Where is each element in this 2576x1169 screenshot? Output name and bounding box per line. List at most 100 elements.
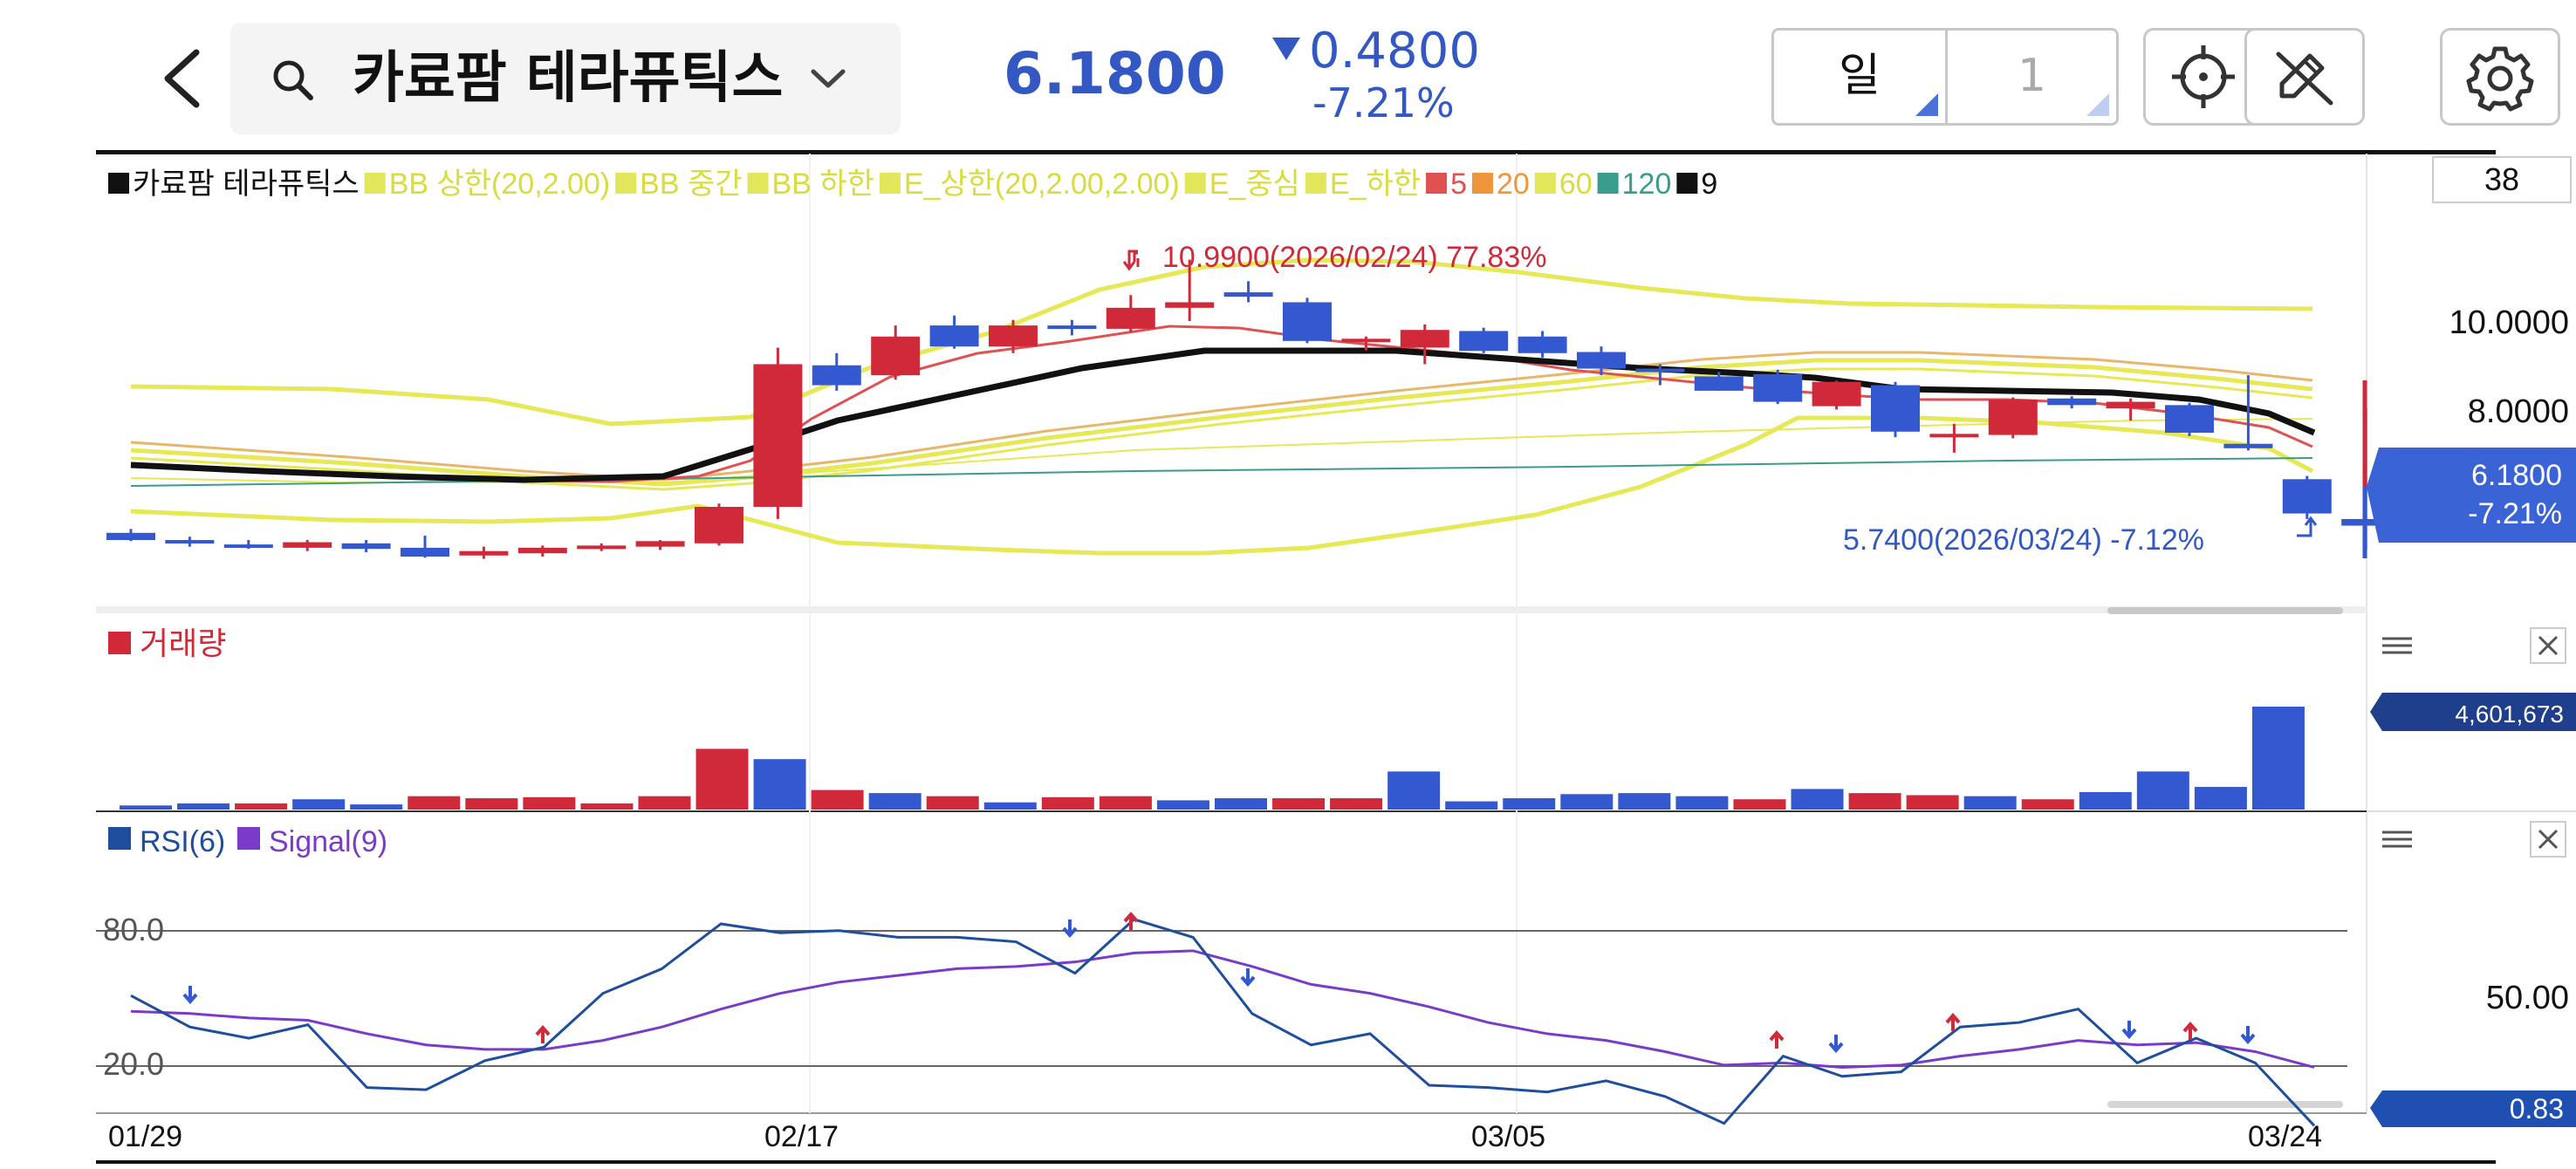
ma9-line <box>130 347 2316 483</box>
volume-bar <box>753 759 806 810</box>
volume-legend-swatch <box>108 632 131 654</box>
volume-bar <box>1848 793 1901 810</box>
rsi-close-icon[interactable] <box>2530 821 2566 858</box>
rsi-line <box>130 918 2316 1127</box>
dropdown-corner-icon <box>1915 93 1938 116</box>
volume-bar <box>1560 794 1613 810</box>
pencil-off-icon <box>2276 51 2333 106</box>
candle-body <box>635 541 685 547</box>
candle-body <box>1812 381 1861 407</box>
candle-body <box>1106 307 1155 329</box>
legend-swatch-6 <box>1305 173 1326 194</box>
price-scrollbar[interactable] <box>2107 607 2343 614</box>
legend-swatch-1 <box>364 173 386 194</box>
volume-bar <box>1675 796 1729 810</box>
down-triangle-icon <box>1272 37 1300 60</box>
volume-bar <box>177 803 230 810</box>
rsi-level-80-label: 80.0 <box>103 912 164 947</box>
candle-body <box>2165 405 2214 434</box>
candle-body <box>1223 292 1273 297</box>
crosshair-button[interactable] <box>2143 28 2264 126</box>
candle-body <box>695 506 743 543</box>
rsi-buy-arrow-1 <box>182 986 198 1005</box>
legend-label-1: BB 상한(20,2.00) <box>389 167 610 201</box>
volume-bar <box>1330 798 1383 810</box>
volume-bar <box>1906 795 1959 810</box>
volume-bar <box>868 793 921 810</box>
high-marker-icon <box>1133 251 1140 267</box>
low-marker-arrow <box>2297 520 2312 537</box>
chart-area[interactable]: 카료팜 테라퓨틱스 BB 상한(20,2.00) BB 중간 BB 하한 E_상한(20… <box>0 154 2576 1166</box>
signal-line <box>130 949 2315 1069</box>
candle-body <box>341 543 391 550</box>
x-label-0217: 02/17 <box>764 1120 839 1153</box>
volume-bar <box>1387 771 1441 810</box>
rsi-buy-arrow-3 <box>1240 968 1256 988</box>
legend-label-0: 카료팜 테라퓨틱스 <box>133 167 360 201</box>
price-legend: 카료팜 테라퓨틱스 BB 상한(20,2.00) BB 중간 BB 하한 E_상한(20… <box>108 167 1717 201</box>
stock-name: 카료팜 테라퓨틱스 <box>353 46 784 111</box>
candle-body <box>2282 479 2332 514</box>
axis-tick-8: 8.0000 <box>2468 393 2569 430</box>
candle-body <box>1341 338 1391 343</box>
candle-body <box>1871 385 1920 432</box>
candle-body <box>1988 400 2038 435</box>
candle-body <box>401 547 449 557</box>
volume-bar <box>2021 799 2074 810</box>
legend-label-10: 120 <box>1622 167 1672 201</box>
settings-button[interactable] <box>2440 28 2560 126</box>
low-annotation-text: 5.7400(2026/03/24) -7.12% <box>1843 523 2204 557</box>
period-unit-dropdown[interactable]: 일 <box>1774 31 1948 123</box>
volume-bar <box>2251 707 2305 810</box>
rsi-tag-value: 0.83 <box>2510 1093 2564 1125</box>
candle-body <box>1635 368 1685 373</box>
bollinger-envelope-lines <box>130 257 2316 556</box>
period-unit-label: 일 <box>1839 50 1881 102</box>
legend-swatch-8 <box>1471 173 1493 194</box>
legend-label-9: 60 <box>1559 167 1593 201</box>
legend-swatch-5 <box>1184 173 1206 194</box>
candle-body <box>2106 401 2155 409</box>
low-annotation: 5.7400(2026/03/24) -7.12% <box>1843 516 2318 557</box>
rsi-sell-arrow-4 <box>1945 1012 1961 1031</box>
x-label-0305: 03/05 <box>1471 1120 1545 1153</box>
legend-label-4: E_상한(20,2.00,2.00) <box>904 167 1180 201</box>
rsi-buy-arrow-6 <box>2240 1026 2256 1045</box>
signal-legend-swatch <box>237 827 260 850</box>
rsi-sell-arrow-2 <box>1123 911 1139 930</box>
volume-bar <box>1041 796 1094 810</box>
volume-bar <box>1618 793 1671 810</box>
stock-chart[interactable]: 카료팜 테라퓨틱스 BB 상한(20,2.00) BB 중간 BB 하한 E_상한(20… <box>0 154 2576 1166</box>
volume-close-icon[interactable] <box>2530 627 2566 664</box>
volume-bar <box>638 796 691 810</box>
legend-swatch-7 <box>1426 173 1448 194</box>
x-label-0129: 01/29 <box>108 1120 182 1153</box>
drawing-off-button[interactable] <box>2244 28 2365 126</box>
back-icon[interactable] <box>148 35 218 122</box>
volume-bar <box>1791 789 1844 810</box>
legend-label-3: BB 하한 <box>772 167 874 201</box>
rsi-legend-label: RSI(6) <box>140 825 225 858</box>
candle-body <box>1694 376 1744 391</box>
volume-tag: 4,601,673 <box>2370 693 2576 731</box>
volume-bar <box>1156 800 1209 810</box>
candle-body <box>577 545 627 550</box>
rsi-level-20-label: 20.0 <box>103 1046 164 1082</box>
x-label-0324: 03/24 <box>2248 1120 2322 1153</box>
rsi-scrollbar[interactable] <box>2107 1101 2343 1108</box>
high-marker-arrowhead <box>1122 261 1136 271</box>
candle-body <box>1165 302 1215 308</box>
volume-bar <box>1503 798 1556 810</box>
chevron-down-icon[interactable] <box>806 58 850 101</box>
volume-menu-icon[interactable] <box>2382 637 2412 654</box>
candle-body <box>2223 443 2273 448</box>
period-value-dropdown[interactable]: 1 <box>1948 31 2116 123</box>
legend-swatch-2 <box>615 173 637 194</box>
candle-body <box>1753 373 1803 402</box>
legend-label-11: 9 <box>1701 167 1717 201</box>
candle-body <box>1400 330 1449 348</box>
rsi-menu-icon[interactable] <box>2382 831 2412 848</box>
volume-bars <box>120 707 2305 810</box>
stock-search-box[interactable]: 카료팜 테라퓨틱스 <box>230 23 901 134</box>
legend-swatch-3 <box>747 173 769 194</box>
